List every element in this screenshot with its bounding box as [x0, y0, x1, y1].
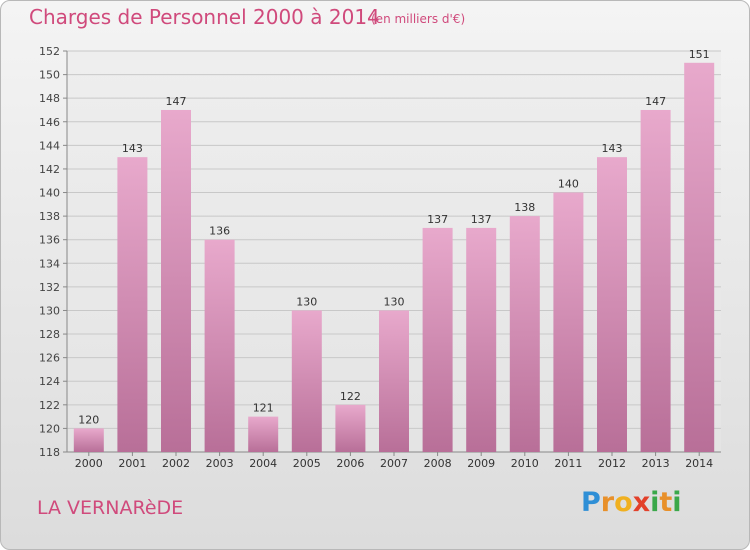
- value-label-2000: 120: [78, 413, 99, 426]
- location-name: LA VERNARèDE: [37, 497, 184, 519]
- value-label-2001: 143: [122, 142, 143, 155]
- chart-subtitle: (en milliers d'€): [371, 12, 466, 26]
- y-tick-label: 122: [39, 399, 60, 412]
- y-tick-label: 148: [39, 92, 60, 105]
- value-label-2008: 137: [427, 213, 448, 226]
- value-label-2002: 147: [166, 95, 187, 108]
- y-tick-label: 146: [39, 116, 60, 129]
- value-label-2012: 143: [602, 142, 623, 155]
- x-tick-label-2011: 2011: [554, 457, 582, 470]
- bar-2012: [597, 157, 627, 452]
- x-tick-label-2010: 2010: [511, 457, 539, 470]
- bar-2007: [379, 310, 409, 452]
- logo-letter: o: [614, 487, 633, 518]
- bar-2011: [553, 192, 584, 452]
- bar-2001: [117, 157, 148, 452]
- y-tick-label: 138: [39, 210, 60, 223]
- proxiti-logo: Proxiti: [581, 487, 682, 518]
- y-tick-label: 152: [39, 45, 60, 58]
- bar-2008: [422, 227, 453, 452]
- value-label-2011: 140: [558, 178, 579, 191]
- y-tick-label: 118: [39, 446, 60, 459]
- x-tick-label-2013: 2013: [642, 457, 670, 470]
- value-label-2005: 130: [296, 295, 317, 308]
- y-tick-label: 126: [39, 352, 60, 365]
- bar-2005: [291, 310, 322, 452]
- y-tick-label: 142: [39, 163, 60, 176]
- x-tick-label-2008: 2008: [424, 457, 452, 470]
- bar-2009: [466, 227, 497, 452]
- y-tick-label: 130: [39, 304, 60, 317]
- bar-2000: [73, 428, 104, 452]
- value-label-2003: 136: [209, 225, 230, 238]
- y-tick-label: 128: [39, 328, 60, 341]
- bar-2003: [204, 239, 235, 452]
- logo-letter: x: [632, 487, 651, 518]
- value-label-2013: 147: [645, 95, 666, 108]
- value-label-2004: 121: [253, 402, 274, 415]
- bar-2004: [248, 416, 279, 452]
- y-tick-label: 134: [39, 257, 60, 270]
- y-tick-label: 136: [39, 234, 60, 247]
- bar-chart: 118 120 122 124 126 128 130 132 134 136 138 140 142 1…: [39, 45, 721, 470]
- logo-letter: r: [600, 487, 615, 518]
- chart-title: Charges de Personnel 2000 à 2014: [29, 5, 380, 29]
- bar-2006: [335, 404, 366, 452]
- y-tick-label: 120: [39, 422, 60, 435]
- x-tick-label-2002: 2002: [162, 457, 190, 470]
- logo-letter: i: [672, 487, 682, 518]
- value-label-2010: 138: [514, 201, 535, 214]
- x-tick-label-2005: 2005: [293, 457, 321, 470]
- bar-2014: [684, 62, 715, 452]
- x-tick-label-2001: 2001: [118, 457, 146, 470]
- x-tick-label-2004: 2004: [249, 457, 277, 470]
- x-tick-label-2012: 2012: [598, 457, 626, 470]
- bar-2013: [640, 109, 671, 453]
- value-label-2009: 137: [471, 213, 492, 226]
- y-tick-label: 144: [39, 139, 60, 152]
- value-label-2007: 130: [384, 295, 405, 308]
- bar-2002: [161, 109, 191, 453]
- y-tick-label: 150: [39, 69, 60, 82]
- x-tick-label-2007: 2007: [380, 457, 408, 470]
- bar-2010: [509, 216, 540, 452]
- x-tick-label-2003: 2003: [206, 457, 234, 470]
- value-label-2006: 122: [340, 390, 361, 403]
- value-label-2014: 151: [689, 48, 710, 61]
- logo-letter: P: [581, 487, 601, 518]
- logo-letter: i: [650, 487, 660, 518]
- logo-letter: t: [659, 487, 673, 518]
- y-tick-label: 140: [39, 187, 60, 200]
- y-tick-label: 132: [39, 281, 60, 294]
- x-tick-label-2009: 2009: [467, 457, 495, 470]
- x-tick-label-2014: 2014: [685, 457, 713, 470]
- x-tick-label-2000: 2000: [75, 457, 103, 470]
- y-tick-label: 124: [39, 375, 60, 388]
- x-tick-label-2006: 2006: [336, 457, 364, 470]
